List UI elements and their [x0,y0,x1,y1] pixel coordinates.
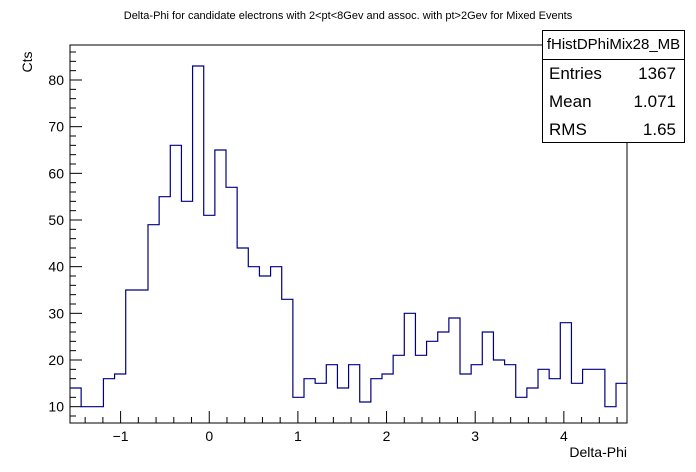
histogram-bin [516,397,527,423]
stats-box: fHistDPhiMix28_MB Entries 1367 Mean 1.07… [542,30,685,143]
histogram-bin [594,369,605,423]
stats-row-mean: Mean 1.071 [543,88,684,116]
y-tick-label: 50 [48,212,64,228]
stats-row-entries: Entries 1367 [543,60,684,88]
histogram-bin [471,365,482,423]
histogram-bin [415,355,426,423]
histogram-bin [538,369,549,423]
histogram-bin [148,225,159,423]
histogram-bin [571,383,582,423]
y-axis: 10 20 30 40 50 60 70 80 [48,51,82,417]
histogram-bin [248,267,259,423]
histogram-bin [605,407,616,423]
histogram-bin [103,379,114,423]
histogram-bin [193,66,204,423]
histogram-bin [583,369,594,423]
stats-row-rms: RMS 1.65 [543,116,684,144]
histogram-bin [271,267,282,423]
stats-label: Mean [549,92,592,111]
x-tick-label: 1 [294,428,302,444]
histogram-bin [126,290,137,423]
stats-label: RMS [549,120,587,139]
histogram-bin [349,365,360,423]
y-tick-label: 20 [48,352,64,368]
stats-value: 1.071 [633,92,676,111]
histogram-bin [304,379,315,423]
histogram-bin [204,215,215,423]
x-axis-label: Delta-Phi [569,444,627,460]
histogram-bin [493,360,504,423]
histogram-bin [505,365,516,423]
histogram-bin [460,374,471,423]
chart-title: Delta-Phi for candidate electrons with 2… [123,10,573,22]
y-tick-label: 70 [48,119,64,135]
x-tick-label: 4 [560,428,568,444]
histogram-bin [315,383,326,423]
y-axis-label: Cts [19,52,35,73]
histogram-bin [170,145,181,423]
histogram-bin [427,341,438,423]
histogram-bin [159,197,170,423]
plot-frame [69,44,628,424]
histogram-bin [237,248,248,423]
x-axis: −1 0 1 2 3 4 [84,411,618,444]
histogram-line [70,65,628,408]
histogram-bin [137,290,148,423]
histogram-bin [326,365,337,423]
histogram-bin [438,332,449,423]
histogram-bin [92,407,103,423]
histogram-bin [226,187,237,423]
y-tick-label: 40 [48,259,64,275]
histogram-bin [371,379,382,423]
histogram-bin [70,388,81,423]
histogram-bin [81,407,92,423]
x-tick-label: −1 [113,428,129,444]
x-tick-label: 3 [471,428,479,444]
stats-label: Entries [549,64,602,83]
histogram-bin [549,379,560,423]
histogram-bin [337,388,348,423]
histogram-bin [560,323,571,423]
histogram-bin [482,332,493,423]
histogram-bin [181,201,192,423]
histogram-bin [293,397,304,423]
histogram-bin [393,355,404,423]
y-tick-label: 80 [48,72,64,88]
y-tick-label: 60 [48,165,64,181]
histogram-bin [404,313,415,423]
x-tick-label: 0 [205,428,213,444]
histogram-bin [259,276,270,423]
y-tick-label: 10 [48,399,64,415]
stats-histogram-name: fHistDPhiMix28_MB [543,31,684,60]
x-tick-label: 2 [383,428,391,444]
histogram-bin [449,318,460,423]
y-tick-label: 30 [48,305,64,321]
histogram-bin [382,374,393,423]
stats-value: 1.65 [642,120,676,139]
histogram-bin [616,383,627,423]
histogram-bin [215,150,226,423]
histogram-bin [282,299,293,423]
stats-value: 1367 [638,64,676,83]
